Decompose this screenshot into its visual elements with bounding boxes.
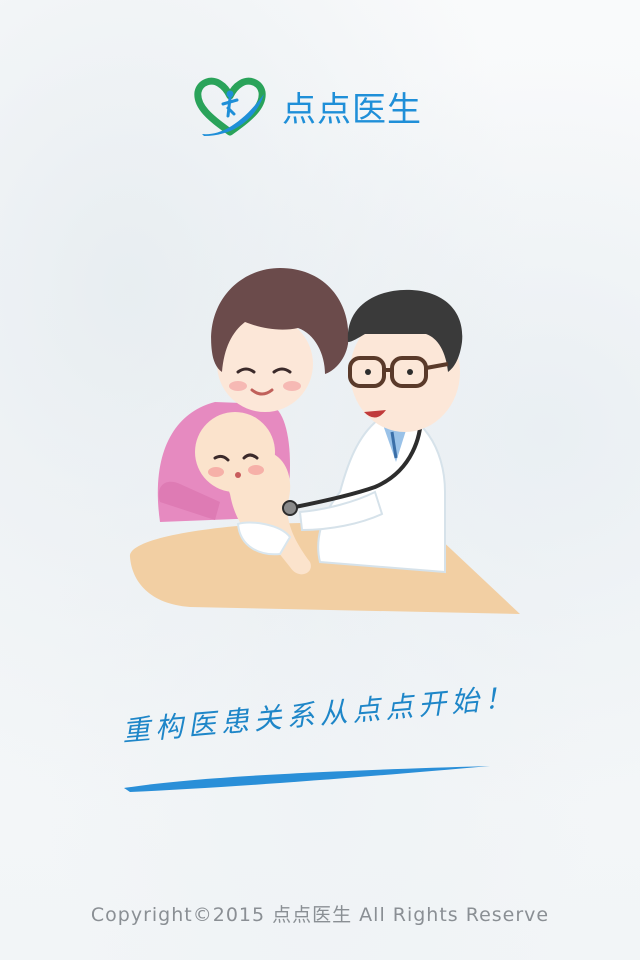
swoosh-underline-icon [124,766,490,792]
stethoscope [294,401,423,509]
brand-name: 点点医生 [282,90,422,130]
doctor-family-illustration [129,268,520,614]
grandma-hair [211,268,349,374]
baby-face [195,412,275,492]
doctor-hair [347,289,463,372]
doctor-face [350,312,460,432]
copyright-footer: Copyright©2015 点点医生 All Rights Reserve [90,904,550,926]
heart-logo-icon [194,77,266,136]
slogan-banner: 重构医患关系从点点开始！ [110,681,540,800]
brand-logo: 点点医生 [190,74,450,144]
doctor-coat [317,410,446,574]
